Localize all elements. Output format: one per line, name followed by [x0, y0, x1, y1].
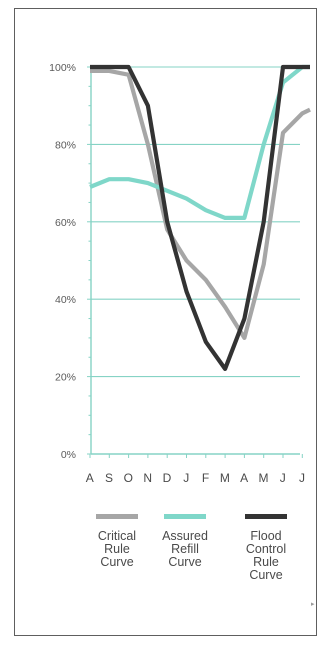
x-tick-label: J — [299, 471, 306, 485]
legend-swatch — [96, 514, 138, 519]
y-tick-label: 0% — [61, 449, 76, 461]
x-tick-label: J — [280, 471, 287, 485]
legend-label: Rule — [104, 542, 130, 556]
y-tick-label: 40% — [55, 294, 76, 306]
x-tick-label: F — [202, 471, 210, 485]
legend-swatch — [245, 514, 287, 519]
series-line-3 — [90, 64, 310, 371]
legend-label: Refill — [171, 542, 199, 556]
legend-label: Critical — [98, 529, 136, 543]
legend-label: Assured — [162, 529, 208, 543]
series-line-2 — [89, 64, 310, 220]
x-tick-label: O — [124, 471, 134, 485]
x-tick-label: M — [258, 471, 269, 485]
y-tick-label: 60% — [55, 217, 76, 229]
page-mark: ▸ — [311, 601, 315, 608]
x-tick-label: J — [183, 471, 190, 485]
x-tick-label: A — [240, 471, 249, 485]
legend-label: Curve — [249, 568, 282, 582]
legend-label: Curve — [168, 555, 201, 569]
series-line-1 — [90, 68, 311, 340]
legend-swatch — [164, 514, 206, 519]
chart-frame — [14, 8, 317, 636]
legend-label: Rule — [253, 555, 279, 569]
y-tick-label: 80% — [55, 139, 76, 151]
tick-labels: 0%20%40%60%80%100%A S O N D J F M A M J J — [49, 62, 305, 485]
x-tick-label: M — [220, 471, 231, 485]
legend: CriticalRuleCurveAssuredRefillCurveFlood… — [96, 514, 287, 582]
legend-label: Control — [246, 542, 286, 556]
legend-label: Curve — [100, 555, 133, 569]
legend-label: Flood — [250, 529, 281, 543]
axes — [87, 65, 303, 458]
y-tick-label: 20% — [55, 372, 76, 384]
x-tick-label: D — [163, 471, 172, 485]
x-tick-label: S — [105, 471, 114, 485]
x-tick-label: A — [86, 471, 95, 485]
y-tick-label: 100% — [49, 62, 76, 74]
x-tick-label: N — [143, 471, 152, 485]
series-lines — [89, 64, 311, 371]
